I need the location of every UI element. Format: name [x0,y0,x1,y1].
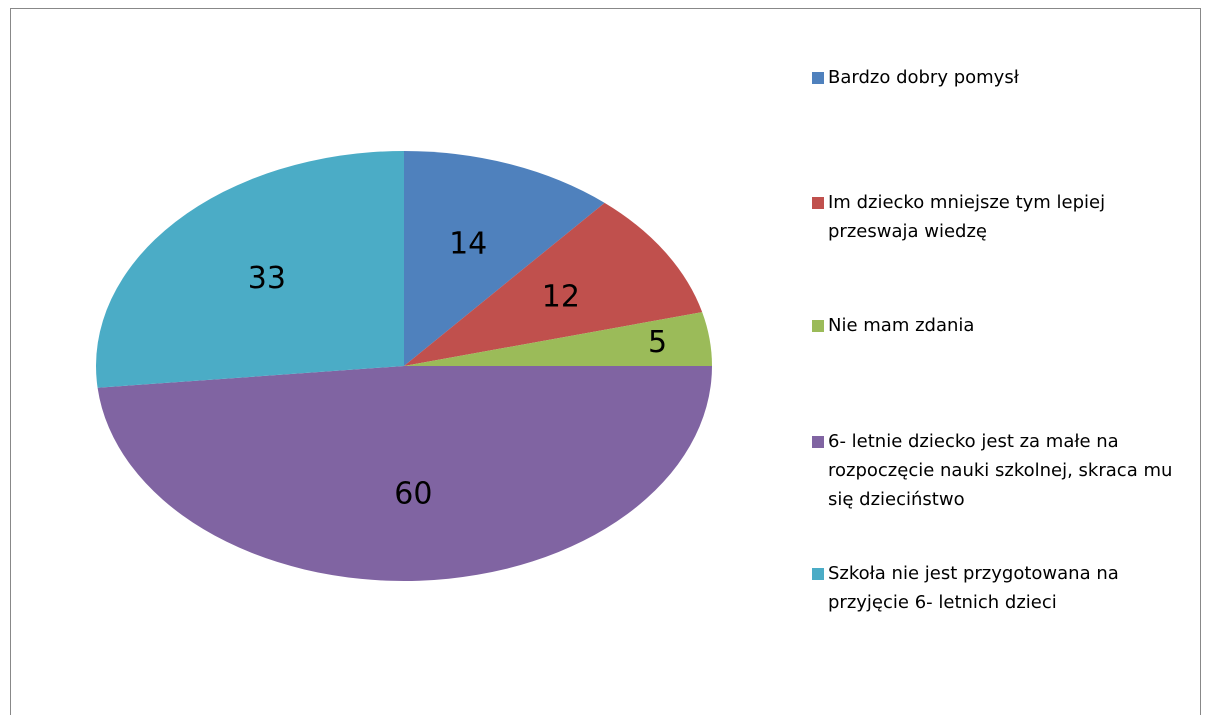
legend-label: Im dziecko mniejsze tym lepiej przeswaja… [828,192,1106,242]
pie-slice [404,312,712,366]
pie-slice [97,366,712,582]
legend-key [812,197,824,209]
slice-label: 12 [542,279,580,314]
legend-item: Szkoła nie jest przygotowana na przyjęci… [812,559,1198,617]
pie-slice [404,151,605,366]
legend-label: 6- letnie dziecko jest za małe na rozpoc… [828,431,1173,510]
legend-label: Nie mam zdania [828,315,975,336]
legend-label: Szkoła nie jest przygotowana na przyjęci… [828,563,1119,613]
legend-label: Bardzo dobry pomysł [828,67,1019,88]
legend-key [812,320,824,332]
legend-item: 6- letnie dziecko jest za małe na rozpoc… [812,427,1198,514]
slice-label: 60 [394,476,432,511]
pie-slice [95,151,405,388]
slice-label: 14 [449,227,487,262]
legend-key [812,436,824,448]
pie-slice [404,202,703,366]
slice-label: 5 [648,325,667,360]
legend-item: Bardzo dobry pomysł [812,63,1198,92]
legend-key [812,568,824,580]
legend-key [812,72,824,84]
chart-frame [10,8,1201,715]
legend-item: Nie mam zdania [812,311,1198,340]
slice-label: 33 [248,261,286,296]
legend-item: Im dziecko mniejsze tym lepiej przeswaja… [812,188,1198,246]
